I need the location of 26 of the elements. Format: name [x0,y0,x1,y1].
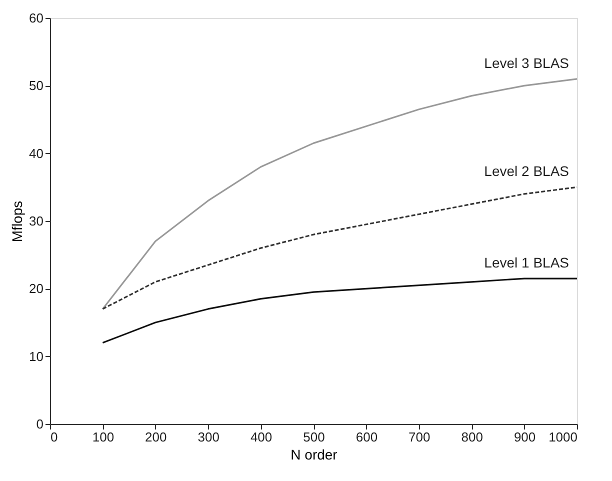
series-label: Level 2 BLAS [484,163,569,180]
y-tick-label: 20 [29,281,44,296]
y-tick-label: 40 [29,146,44,161]
y-tick-label: 10 [29,348,44,364]
x-tick-label: 500 [303,430,325,444]
y-tick-label: 60 [29,10,44,26]
x-tick-label: 300 [198,430,220,444]
y-tick-label: 30 [29,214,44,228]
x-tick-label: 200 [145,430,167,444]
x-tick-label: 700 [408,430,430,444]
y-axis-title: Mflops [9,200,26,242]
x-tick-label: 0 [50,430,58,444]
y-tick-label: 0 [36,416,44,432]
x-tick-label: 100 [92,430,114,444]
x-axis-title: N order [290,446,338,462]
line-series [102,78,578,310]
x-tick-label: 1000 [548,430,578,444]
x-tick-label: 800 [461,430,483,444]
line-series [102,186,578,310]
line-series [102,278,578,344]
x-tick-label: 400 [250,430,272,444]
x-tick-label: 600 [356,430,378,444]
series-label: Level 3 BLAS [484,54,569,71]
y-tick-label: 50 [29,78,44,94]
series-label: Level 1 BLAS [484,254,569,271]
x-tick-label: 900 [514,430,536,444]
